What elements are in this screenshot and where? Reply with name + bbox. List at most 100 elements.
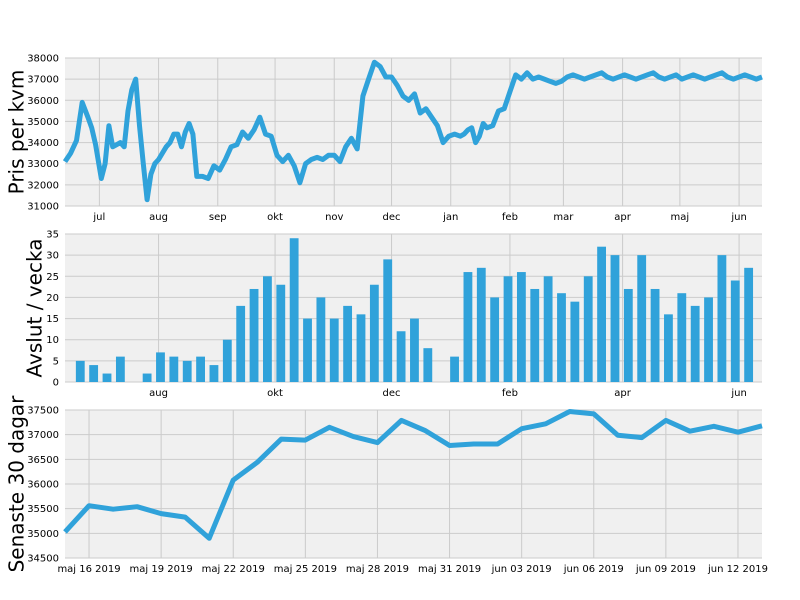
- x-tick-label: maj: [671, 212, 690, 223]
- bar: [570, 301, 580, 382]
- y-tick-label: 35500: [27, 504, 59, 515]
- y-tick-label: 35: [46, 230, 59, 241]
- bar: [89, 365, 99, 382]
- bar: [410, 318, 419, 382]
- bar: [557, 293, 566, 382]
- bar: [664, 314, 673, 382]
- bar: [222, 339, 232, 382]
- x-tick-label: maj 31 2019: [418, 564, 481, 575]
- x-tick-label: nov: [325, 212, 343, 223]
- bar: [209, 365, 219, 382]
- bar: [356, 314, 366, 382]
- y-tick-label: 35000: [27, 529, 59, 540]
- bar: [316, 297, 326, 382]
- bar: [289, 238, 299, 382]
- bar: [637, 255, 647, 382]
- x-tick-label: aug: [149, 388, 168, 399]
- x-tick-label: apr: [614, 388, 631, 399]
- bar: [503, 276, 513, 382]
- bar: [303, 318, 312, 382]
- bar: [196, 356, 205, 382]
- y-tick-label: 37000: [27, 430, 59, 441]
- price-per-sqm-panel: 31000 32000 33000 34000 35000 36000 37000 38000…: [5, 54, 763, 223]
- bar: [343, 305, 353, 382]
- y-tick-label: 36000: [27, 480, 59, 491]
- bar: [597, 246, 607, 382]
- bar: [182, 360, 192, 382]
- series-line: [63, 409, 763, 541]
- bar: [263, 276, 272, 382]
- y-tick-label: 33000: [27, 159, 59, 170]
- y-tick-label: 31000: [27, 202, 59, 213]
- series-line: [62, 59, 763, 203]
- y-tick-label: 25: [46, 272, 59, 283]
- y-tick-label: 35000: [27, 117, 59, 128]
- bar: [169, 356, 179, 382]
- x-tick-label: okt: [267, 212, 283, 223]
- bar: [610, 255, 620, 382]
- y-axis-label: Pris per kvm: [5, 70, 29, 195]
- x-tick-label: maj 28 2019: [346, 564, 409, 575]
- bar: [650, 288, 660, 382]
- y-axis-label: Senaste 30 dagar: [5, 395, 29, 573]
- bar: [329, 318, 339, 382]
- bar: [75, 360, 85, 382]
- bar: [744, 267, 754, 382]
- y-tick-label: 15: [46, 314, 59, 325]
- y-tick-label: 34000: [27, 138, 59, 149]
- bar: [717, 255, 727, 382]
- x-tick-label: mar: [553, 212, 574, 223]
- x-tick-label: dec: [383, 388, 401, 399]
- x-tick-label: jun 09 2019: [635, 564, 696, 575]
- x-tick-label: jul: [92, 212, 105, 223]
- y-tick-label: 38000: [27, 54, 59, 65]
- bar: [423, 348, 433, 382]
- y-tick-label: 37500: [27, 406, 59, 417]
- bar: [730, 280, 740, 382]
- x-tick-label: maj 25 2019: [274, 564, 337, 575]
- bar: [490, 297, 500, 382]
- bar: [236, 305, 246, 382]
- x-tick-label: aug: [149, 212, 168, 223]
- x-tick-label: jan: [442, 212, 458, 223]
- x-tick-label: maj 22 2019: [202, 564, 265, 575]
- x-tick-label: maj 19 2019: [130, 564, 193, 575]
- x-tick-label: okt: [267, 388, 283, 399]
- bar: [369, 284, 379, 382]
- bar: [115, 356, 125, 382]
- bar: [276, 284, 286, 382]
- bar: [463, 272, 473, 382]
- bar: [543, 276, 553, 382]
- y-tick-label: 32000: [27, 180, 59, 191]
- x-tick-label: feb: [502, 212, 518, 223]
- y-axis-label: Avslut / vecka: [23, 239, 47, 378]
- x-tick-label: feb: [502, 388, 518, 399]
- x-tick-label: jun 12 2019: [707, 564, 768, 575]
- bar: [383, 259, 393, 382]
- bar: [704, 297, 713, 382]
- x-tick-label: jun: [730, 212, 746, 223]
- y-tick-label: 5: [53, 356, 59, 367]
- y-tick-label: 37000: [27, 75, 59, 86]
- bar: [102, 373, 112, 382]
- y-tick-label: 36000: [27, 96, 59, 107]
- x-tick-label: maj 16 2019: [57, 564, 120, 575]
- bar: [156, 352, 165, 382]
- bar: [516, 272, 526, 382]
- x-tick-label: sep: [209, 212, 227, 223]
- bar: [476, 267, 486, 382]
- bar: [583, 276, 593, 382]
- plot-area: [65, 58, 762, 206]
- y-tick-label: 30: [46, 251, 59, 262]
- x-tick-label: apr: [614, 212, 631, 223]
- bar: [396, 331, 406, 382]
- y-tick-label: 36500: [27, 455, 59, 466]
- bar: [690, 305, 700, 382]
- y-tick-label: 0: [53, 378, 59, 389]
- bar: [530, 288, 540, 382]
- bar: [677, 293, 687, 382]
- bar: [450, 356, 459, 382]
- bar: [623, 288, 633, 382]
- x-tick-label: jun 03 2019: [491, 564, 552, 575]
